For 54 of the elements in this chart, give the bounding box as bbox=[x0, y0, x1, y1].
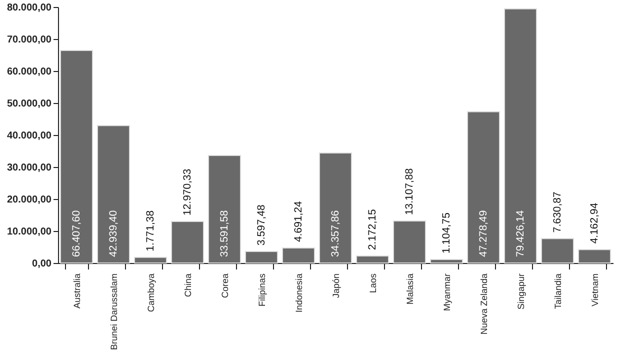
bar bbox=[171, 220, 204, 264]
data-label: 4.691,24 bbox=[292, 200, 304, 242]
bar bbox=[282, 247, 315, 264]
data-label: 2.172,15 bbox=[366, 209, 378, 250]
y-tick-label: 40.000,00 bbox=[7, 130, 52, 142]
x-tick-label: Australia bbox=[72, 274, 82, 309]
data-label: 13.107,88 bbox=[404, 168, 416, 216]
bar bbox=[356, 256, 389, 264]
y-tick-label: 70.000,00 bbox=[7, 34, 52, 46]
data-label: 33.591,58 bbox=[218, 210, 230, 257]
x-tick-label: Malasia bbox=[405, 274, 415, 305]
data-label: 79.426,14 bbox=[514, 210, 526, 257]
data-label: 3.597,48 bbox=[256, 204, 268, 246]
bar bbox=[393, 220, 426, 264]
data-label: 1.104,75 bbox=[440, 212, 452, 254]
bar bbox=[467, 111, 500, 264]
x-tick-label: Japón bbox=[331, 274, 341, 298]
bar bbox=[60, 50, 93, 264]
x-tick-label: Camboya bbox=[146, 274, 156, 312]
bar bbox=[245, 250, 278, 264]
x-tick-label: Brunei Darussalam bbox=[109, 274, 119, 350]
y-tick-label: 60.000,00 bbox=[7, 66, 52, 78]
x-tick-label: Indonesia bbox=[294, 274, 304, 313]
data-label: 34.357,86 bbox=[330, 210, 342, 257]
x-tick-label: Corea bbox=[220, 274, 230, 298]
data-label: 66.407,60 bbox=[70, 210, 82, 257]
bar bbox=[134, 256, 167, 264]
y-tick-label: 10.000,00 bbox=[7, 226, 52, 238]
x-tick-label: Vietnam bbox=[590, 274, 600, 306]
x-tick-label: Laos bbox=[368, 273, 378, 294]
data-label: 1.771,38 bbox=[144, 210, 156, 252]
data-label: 7.630,87 bbox=[552, 192, 564, 233]
bar bbox=[430, 258, 463, 264]
bar bbox=[541, 238, 574, 264]
bar bbox=[319, 152, 352, 264]
x-tick-label: Nueva Zelanda bbox=[479, 274, 489, 335]
x-tick-label: China bbox=[183, 274, 193, 298]
y-tick-label: 30.000,00 bbox=[7, 162, 52, 174]
x-tick-label: Singapur bbox=[516, 274, 526, 310]
y-tick-label: 50.000,00 bbox=[7, 98, 52, 110]
data-label: 42.939,40 bbox=[108, 210, 120, 257]
bar bbox=[504, 8, 537, 264]
data-label: 12.970,33 bbox=[182, 168, 194, 216]
x-tick-label: Myanmar bbox=[442, 274, 452, 312]
bar bbox=[578, 249, 611, 264]
y-tick-label: 80.000,00 bbox=[7, 2, 52, 14]
y-tick-label: 0,00 bbox=[32, 258, 52, 270]
bar bbox=[97, 125, 130, 264]
y-tick-label: 20.000,00 bbox=[7, 194, 52, 206]
bar bbox=[208, 155, 241, 264]
x-tick-label: Filipinas bbox=[257, 273, 267, 307]
data-label: 47.278,49 bbox=[478, 210, 490, 257]
x-tick-label: Tailandia bbox=[553, 274, 563, 310]
data-label: 4.162,94 bbox=[588, 202, 600, 244]
